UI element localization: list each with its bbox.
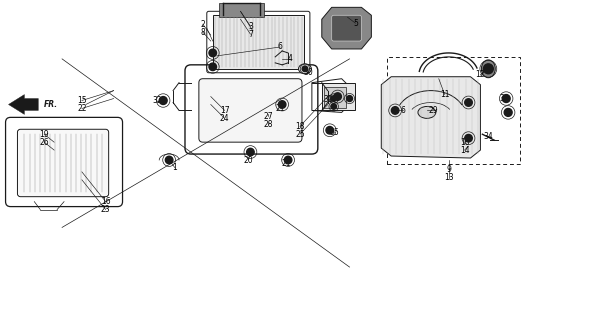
Text: 1: 1 xyxy=(173,164,178,172)
Text: 35: 35 xyxy=(330,128,340,137)
Circle shape xyxy=(334,93,342,100)
FancyBboxPatch shape xyxy=(17,129,108,197)
Bar xyxy=(322,83,355,110)
Circle shape xyxy=(247,148,254,156)
Text: 17: 17 xyxy=(220,106,229,115)
Text: 7: 7 xyxy=(248,30,253,39)
Text: 28: 28 xyxy=(263,120,273,129)
Text: FR.: FR. xyxy=(44,100,58,109)
FancyBboxPatch shape xyxy=(199,79,302,142)
Text: 25: 25 xyxy=(295,130,305,139)
Polygon shape xyxy=(8,95,38,114)
Text: 21: 21 xyxy=(281,159,291,168)
Text: 18: 18 xyxy=(295,122,305,131)
Text: 32: 32 xyxy=(153,96,162,105)
Circle shape xyxy=(502,95,510,102)
Circle shape xyxy=(165,156,173,164)
Polygon shape xyxy=(322,7,371,49)
Text: 15: 15 xyxy=(77,96,86,105)
Text: 23: 23 xyxy=(101,205,110,214)
Text: 27: 27 xyxy=(263,112,273,121)
Text: 22: 22 xyxy=(77,104,86,113)
Text: 29: 29 xyxy=(428,106,437,115)
Text: 9: 9 xyxy=(446,165,451,174)
FancyBboxPatch shape xyxy=(332,15,361,41)
Text: 10: 10 xyxy=(460,138,470,147)
Text: 31: 31 xyxy=(323,95,333,104)
Polygon shape xyxy=(381,77,480,158)
Ellipse shape xyxy=(418,107,436,118)
Circle shape xyxy=(392,107,399,114)
Text: 33: 33 xyxy=(499,94,509,103)
Text: 30: 30 xyxy=(303,68,313,77)
Bar xyxy=(213,15,304,69)
Text: 21: 21 xyxy=(275,104,285,113)
Circle shape xyxy=(326,126,334,134)
Circle shape xyxy=(302,66,308,72)
Text: 13: 13 xyxy=(444,173,454,182)
Text: 6: 6 xyxy=(278,43,283,52)
Text: 14: 14 xyxy=(460,146,470,155)
Circle shape xyxy=(159,97,167,105)
Circle shape xyxy=(504,108,512,116)
Text: 19: 19 xyxy=(39,130,49,139)
Circle shape xyxy=(465,99,472,106)
Bar xyxy=(387,57,520,164)
Circle shape xyxy=(347,96,352,101)
Circle shape xyxy=(209,63,216,71)
Circle shape xyxy=(284,156,292,164)
Text: 26: 26 xyxy=(39,138,49,147)
Text: 12: 12 xyxy=(476,70,485,79)
Circle shape xyxy=(209,49,216,57)
Text: 2: 2 xyxy=(200,20,205,29)
Circle shape xyxy=(331,104,337,109)
Text: 4: 4 xyxy=(288,54,293,63)
Text: 8: 8 xyxy=(200,28,205,36)
Circle shape xyxy=(278,101,286,108)
Circle shape xyxy=(483,64,493,74)
Text: 3: 3 xyxy=(248,22,253,31)
Polygon shape xyxy=(219,4,264,17)
Text: 16: 16 xyxy=(101,197,110,206)
Text: 11: 11 xyxy=(440,90,449,99)
Text: 34: 34 xyxy=(483,132,493,141)
Text: 24: 24 xyxy=(220,114,229,123)
Ellipse shape xyxy=(299,64,311,74)
Bar xyxy=(324,87,346,108)
Text: 5: 5 xyxy=(353,19,358,28)
Circle shape xyxy=(465,134,472,142)
Ellipse shape xyxy=(482,60,495,78)
Text: 20: 20 xyxy=(244,156,253,164)
Text: 6: 6 xyxy=(401,106,405,115)
Circle shape xyxy=(331,96,337,101)
